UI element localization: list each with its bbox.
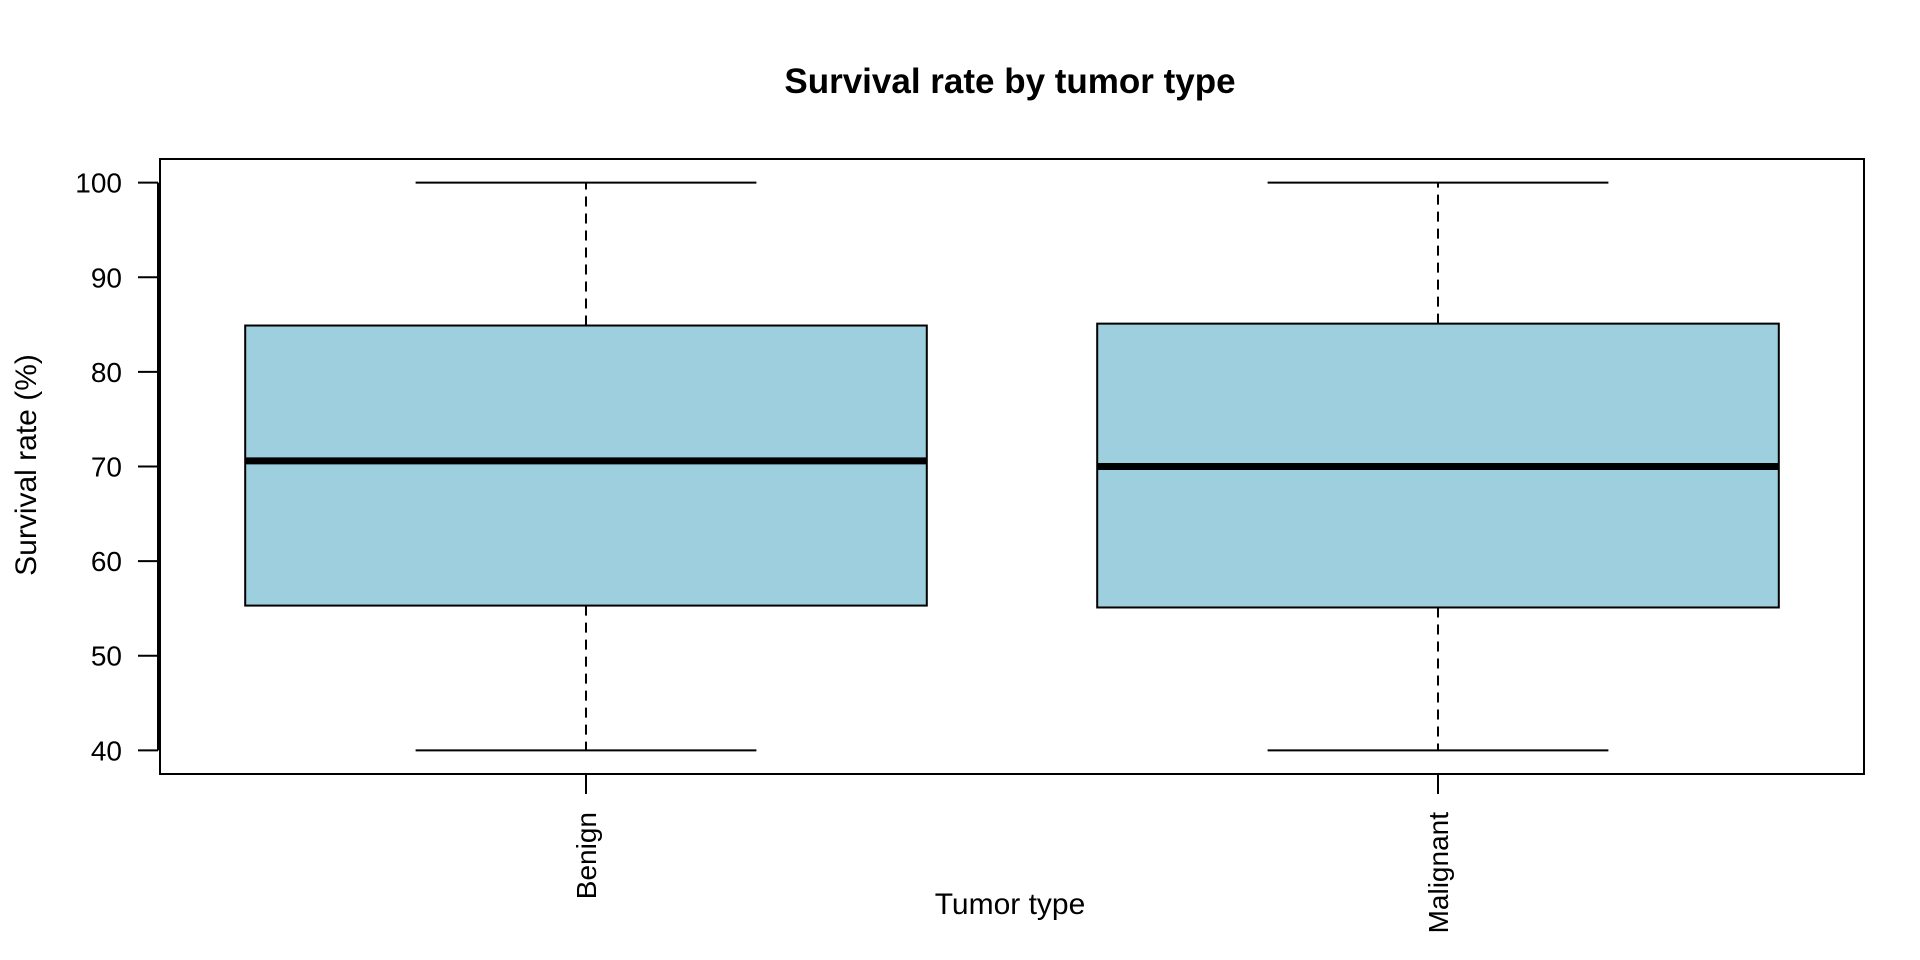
y-axis-label: Survival rate (%) xyxy=(10,354,43,576)
x-axis: Benign Malignant xyxy=(571,774,1454,933)
x-axis-label: Tumor type xyxy=(935,888,1086,921)
y-axis: 40 50 60 70 80 90 100 xyxy=(75,168,159,766)
x-tick-label: Malignant xyxy=(1423,812,1454,934)
y-tick-label: 100 xyxy=(75,168,122,199)
box-series xyxy=(244,181,1780,752)
box-malignant xyxy=(1096,181,1780,752)
box-benign xyxy=(244,181,928,752)
y-tick-label: 80 xyxy=(91,357,122,388)
y-tick-label: 70 xyxy=(91,452,122,483)
chart-title: Survival rate by tumor type xyxy=(784,62,1235,101)
x-tick-label: Benign xyxy=(571,812,602,899)
y-tick-label: 60 xyxy=(91,546,122,577)
plot-area-frame xyxy=(159,158,1865,775)
y-tick-label: 40 xyxy=(91,735,122,766)
y-tick-label: 50 xyxy=(91,641,122,672)
iqr-box xyxy=(244,324,928,607)
y-tick-label: 90 xyxy=(91,262,122,293)
